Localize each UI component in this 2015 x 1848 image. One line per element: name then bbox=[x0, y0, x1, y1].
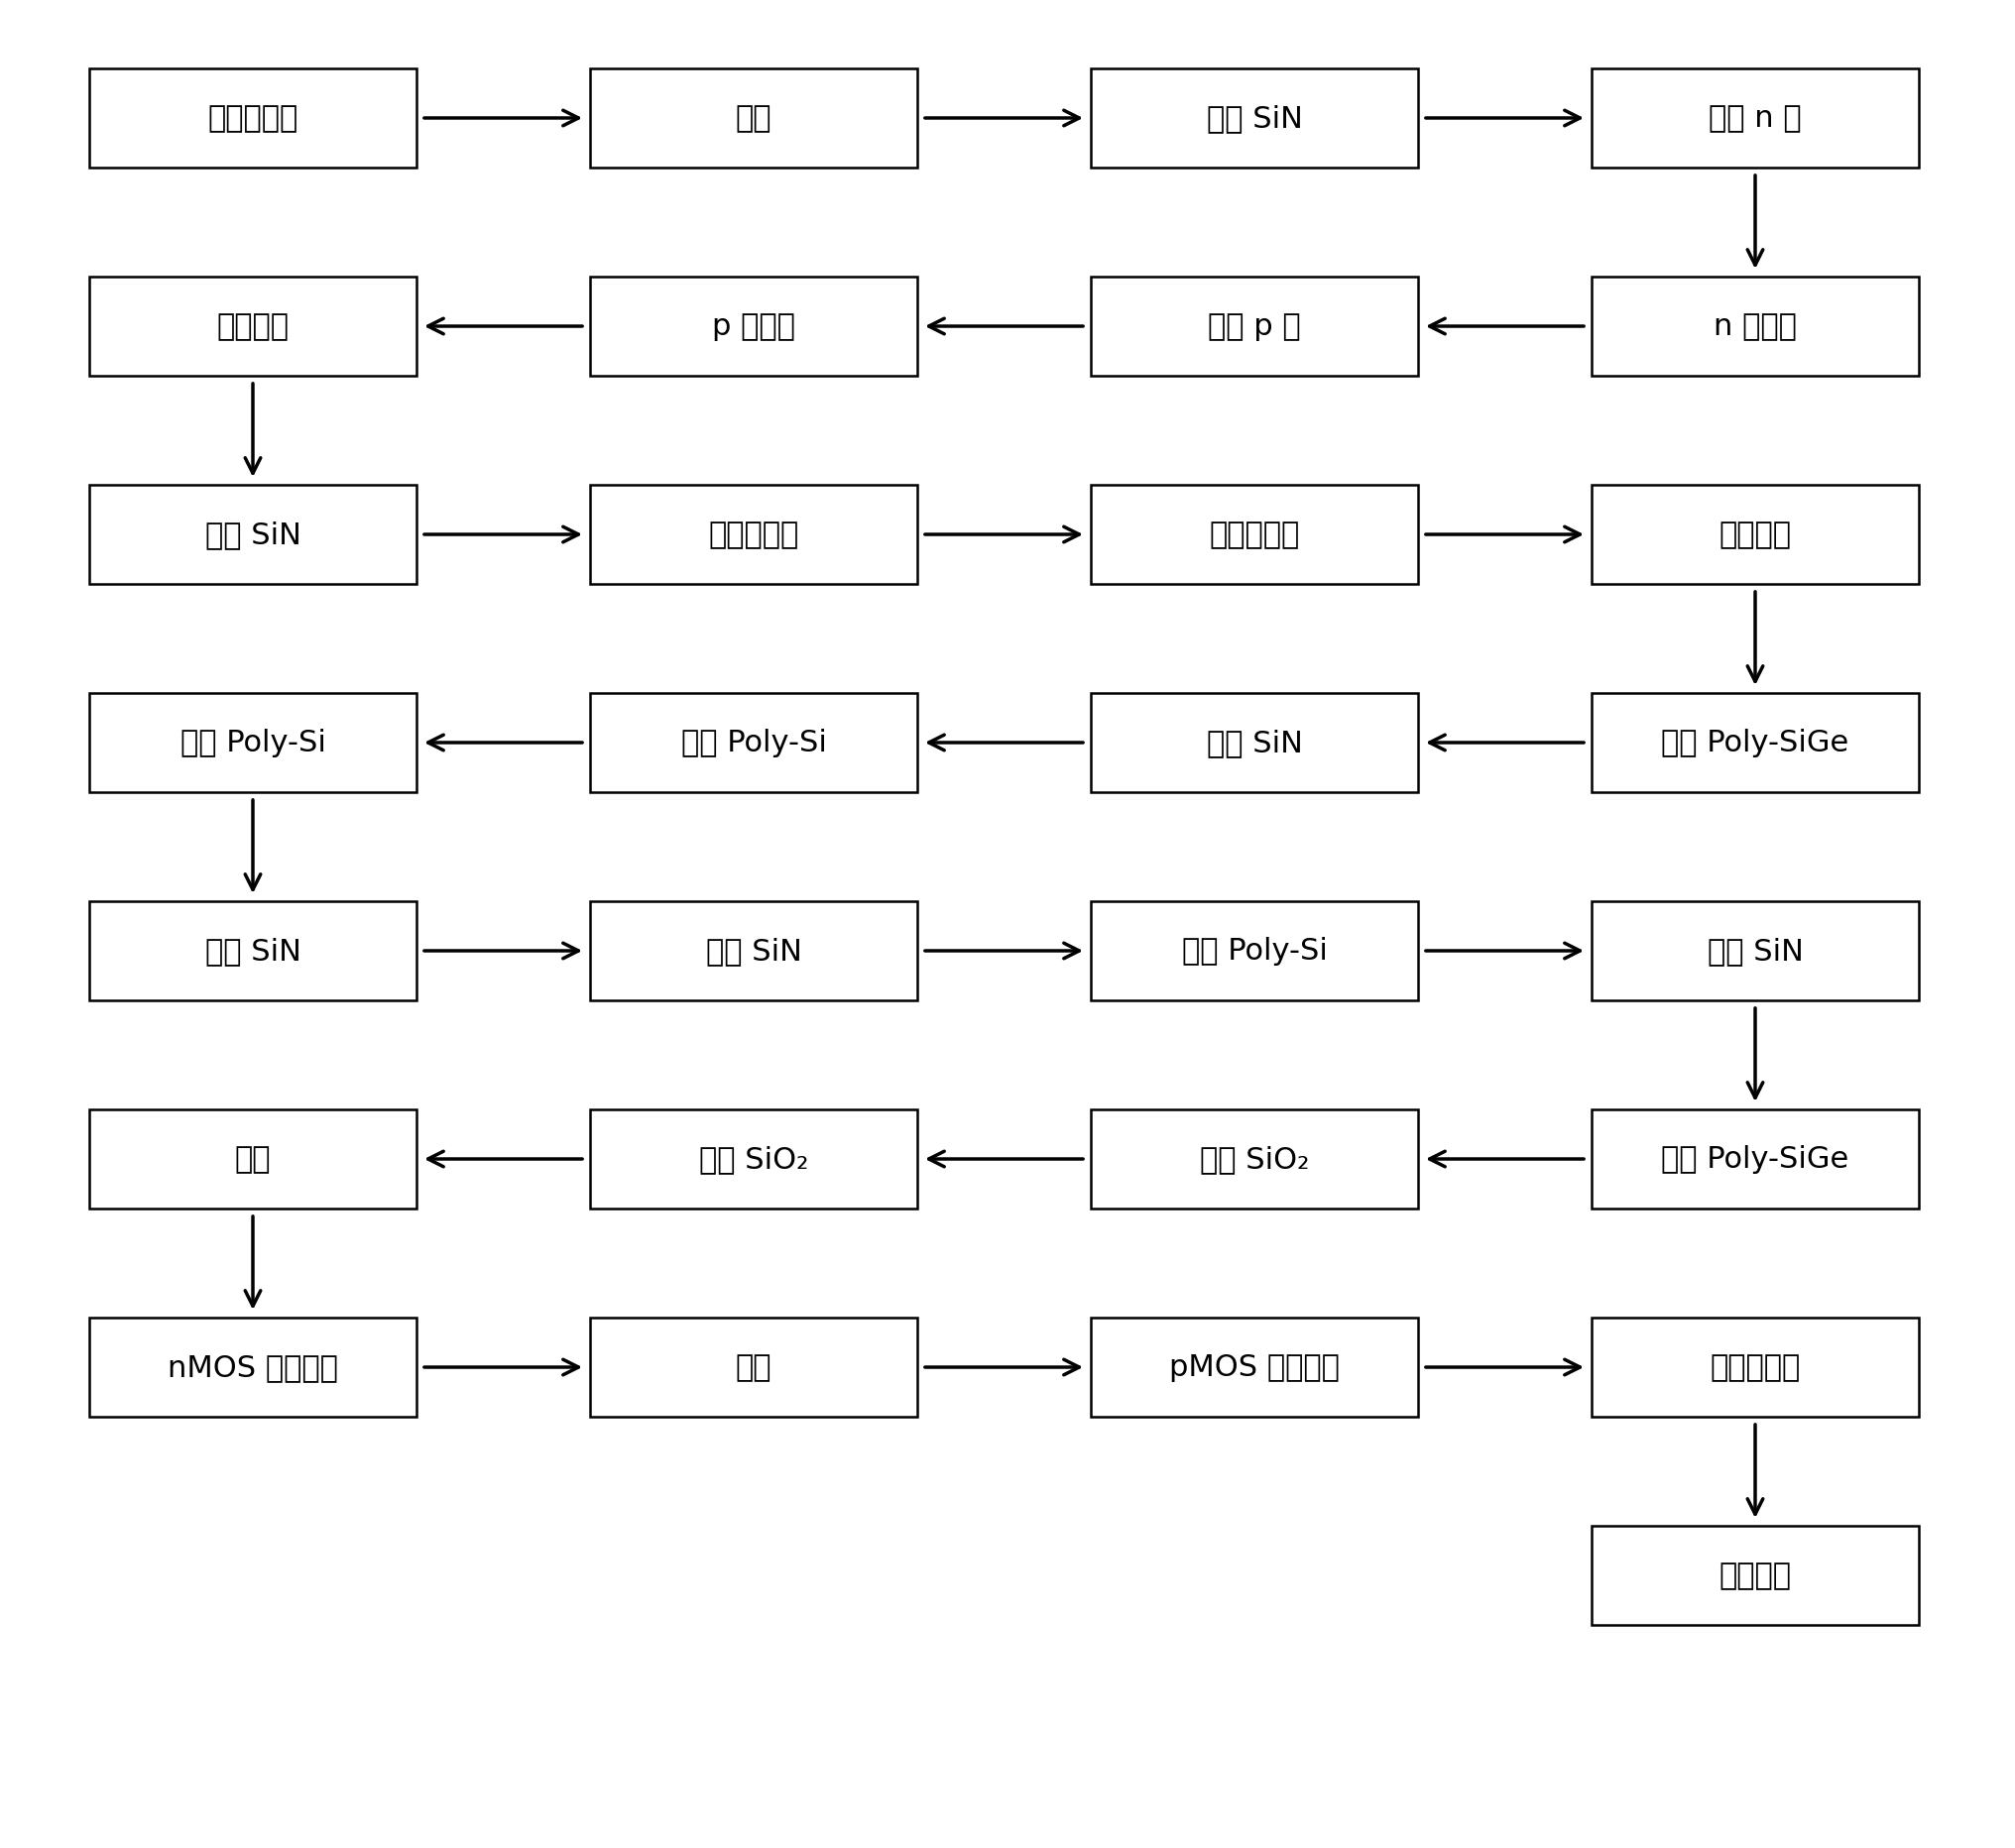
FancyBboxPatch shape bbox=[1090, 1111, 1419, 1209]
Text: 淀积 Poly-SiGe: 淀积 Poly-SiGe bbox=[1660, 728, 1850, 758]
Text: 淀积 SiN: 淀积 SiN bbox=[206, 521, 300, 549]
FancyBboxPatch shape bbox=[1090, 1318, 1419, 1417]
Text: 光刻: 光刻 bbox=[735, 1353, 772, 1382]
FancyBboxPatch shape bbox=[89, 902, 417, 1002]
FancyBboxPatch shape bbox=[590, 902, 917, 1002]
FancyBboxPatch shape bbox=[590, 1111, 917, 1209]
FancyBboxPatch shape bbox=[1592, 1111, 1918, 1209]
Text: 淀积 SiN: 淀积 SiN bbox=[1207, 728, 1302, 758]
FancyBboxPatch shape bbox=[1090, 693, 1419, 793]
FancyBboxPatch shape bbox=[1592, 277, 1918, 377]
FancyBboxPatch shape bbox=[590, 70, 917, 168]
FancyBboxPatch shape bbox=[1090, 486, 1419, 584]
Text: 光刻引线: 光刻引线 bbox=[1719, 1562, 1791, 1589]
FancyBboxPatch shape bbox=[89, 486, 417, 584]
FancyBboxPatch shape bbox=[89, 70, 417, 168]
FancyBboxPatch shape bbox=[1592, 1318, 1918, 1417]
Text: 刻蚀 SiN: 刻蚀 SiN bbox=[705, 937, 802, 967]
Text: p 阱注入: p 阱注入 bbox=[711, 312, 796, 342]
Text: 选择衬底片: 选择衬底片 bbox=[208, 105, 298, 133]
Text: 光刻: 光刻 bbox=[236, 1146, 270, 1173]
FancyBboxPatch shape bbox=[1592, 486, 1918, 584]
FancyBboxPatch shape bbox=[1090, 902, 1419, 1002]
Text: 刻蚀 Poly-SiGe: 刻蚀 Poly-SiGe bbox=[1660, 1146, 1850, 1173]
FancyBboxPatch shape bbox=[1592, 902, 1918, 1002]
Text: 光刻 p 阱: 光刻 p 阱 bbox=[1209, 312, 1302, 342]
Text: 光刻引线孔: 光刻引线孔 bbox=[1711, 1353, 1801, 1382]
Text: 光刻 n 阱: 光刻 n 阱 bbox=[1709, 105, 1801, 133]
FancyBboxPatch shape bbox=[1592, 70, 1918, 168]
FancyBboxPatch shape bbox=[590, 486, 917, 584]
Text: 薄栅氧化: 薄栅氧化 bbox=[1719, 521, 1791, 549]
FancyBboxPatch shape bbox=[89, 1318, 417, 1417]
Text: nMOS 源漏注入: nMOS 源漏注入 bbox=[167, 1353, 339, 1382]
Text: 光刻 Poly-Si: 光刻 Poly-Si bbox=[179, 728, 326, 758]
Text: 刻蚀 Poly-Si: 刻蚀 Poly-Si bbox=[1181, 937, 1328, 967]
FancyBboxPatch shape bbox=[89, 277, 417, 377]
FancyBboxPatch shape bbox=[590, 693, 917, 793]
Text: 刻蚀 SiO₂: 刻蚀 SiO₂ bbox=[699, 1146, 808, 1173]
FancyBboxPatch shape bbox=[1090, 277, 1419, 377]
Text: 淀积 Poly-Si: 淀积 Poly-Si bbox=[681, 728, 826, 758]
FancyBboxPatch shape bbox=[89, 693, 417, 793]
Text: 光刻隔离区: 光刻隔离区 bbox=[709, 521, 798, 549]
FancyBboxPatch shape bbox=[590, 277, 917, 377]
Text: 淀积 SiO₂: 淀积 SiO₂ bbox=[1199, 1146, 1310, 1173]
FancyBboxPatch shape bbox=[89, 1111, 417, 1209]
Text: n 阱注入: n 阱注入 bbox=[1713, 312, 1797, 342]
Text: 局部场氧化: 局部场氧化 bbox=[1209, 521, 1300, 549]
FancyBboxPatch shape bbox=[1592, 693, 1918, 793]
Text: 刻蚀 SiN: 刻蚀 SiN bbox=[1707, 937, 1803, 967]
FancyBboxPatch shape bbox=[590, 1318, 917, 1417]
FancyBboxPatch shape bbox=[1592, 1526, 1918, 1624]
Text: 氧化: 氧化 bbox=[735, 105, 772, 133]
Text: 双阱推进: 双阱推进 bbox=[218, 312, 288, 342]
Text: pMOS 源漏注入: pMOS 源漏注入 bbox=[1169, 1353, 1340, 1382]
Text: 淀积 SiN: 淀积 SiN bbox=[206, 937, 300, 967]
FancyBboxPatch shape bbox=[1090, 70, 1419, 168]
Text: 淀积 SiN: 淀积 SiN bbox=[1207, 105, 1302, 133]
